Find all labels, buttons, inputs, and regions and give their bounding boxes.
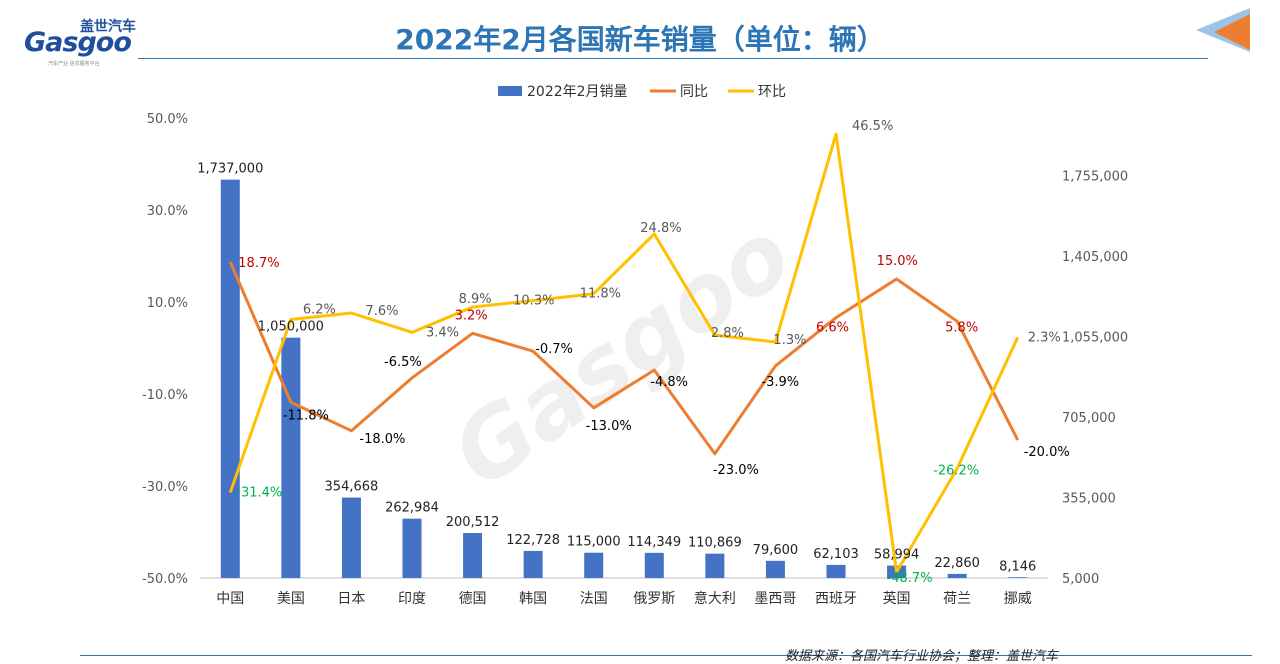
- yoy-value-label: -18.0%: [359, 432, 405, 447]
- legend-swatch-sales: [498, 86, 522, 96]
- mom-value-label: 11.8%: [580, 287, 621, 302]
- right-axis-tick-label: 5,000: [1062, 572, 1099, 587]
- legend-label-sales: 2022年2月销量: [527, 84, 628, 100]
- left-axis-tick-label: 10.0%: [147, 296, 188, 311]
- bar-法国: [584, 552, 604, 578]
- yoy-value-label: -13.0%: [586, 419, 632, 434]
- category-label: 荷兰: [943, 591, 971, 607]
- right-axis-tick-label: 1,055,000: [1062, 331, 1128, 346]
- bar-value-label: 354,668: [325, 480, 379, 495]
- mom-line: [228, 132, 1020, 574]
- category-label: 法国: [580, 591, 608, 607]
- bar-美国: [281, 337, 301, 578]
- category-label: 西班牙: [815, 591, 857, 607]
- bar-value-label: 62,103: [813, 547, 859, 562]
- bar-value-label: 110,869: [688, 536, 742, 551]
- left-axis-tick-label: -30.0%: [142, 480, 188, 495]
- mom-value-label: 24.8%: [640, 221, 681, 236]
- mom-value-label: 8.9%: [459, 292, 492, 307]
- yoy-value-label: -0.7%: [535, 342, 573, 357]
- bar-荷兰: [947, 573, 967, 578]
- mom-value-label: 1.3%: [773, 333, 806, 348]
- bar-value-label: 1,050,000: [258, 320, 324, 335]
- yoy-value-label: 5.8%: [945, 320, 978, 335]
- bar-value-label: 79,600: [753, 543, 799, 558]
- category-label: 中国: [216, 591, 244, 607]
- yoy-value-label: 6.6%: [816, 321, 849, 336]
- yoy-value-label: 3.2%: [455, 308, 488, 323]
- bar-value-label: 8,146: [999, 559, 1036, 574]
- title-divider: [138, 58, 1208, 59]
- bar-value-label: 200,512: [446, 515, 500, 530]
- category-label: 韩国: [519, 591, 547, 607]
- mom-value-label: 6.2%: [303, 302, 336, 317]
- corner-arrow-icon: [1196, 8, 1250, 52]
- yoy-value-label: -23.0%: [713, 463, 759, 478]
- category-label: 墨西哥: [754, 591, 796, 607]
- bar-value-label: 22,860: [934, 556, 980, 571]
- yoy-value-label: -11.8%: [283, 408, 329, 423]
- logo-subtitle: 汽车产业·信息服务平台: [48, 61, 100, 67]
- right-axis-tick-label: 355,000: [1062, 492, 1116, 507]
- footer-divider: [80, 655, 1252, 656]
- category-label: 印度: [398, 591, 426, 607]
- yoy-value-label: -3.9%: [761, 375, 799, 390]
- bar-value-label: 114,349: [627, 535, 681, 550]
- page-title: 2022年2月各国新车销量（单位：辆）: [395, 23, 885, 56]
- data-source-note: 数据来源：各国汽车行业协会；整理：盖世汽车: [784, 649, 1058, 664]
- yoy-line: [228, 261, 1020, 456]
- mom-value-label: 7.6%: [365, 304, 398, 319]
- mom-value-label: -31.4%: [236, 485, 282, 500]
- category-label: 德国: [459, 591, 487, 607]
- category-label: 美国: [277, 591, 305, 607]
- bar-value-label: 262,984: [385, 501, 439, 516]
- yoy-value-label: -4.8%: [650, 375, 688, 390]
- yoy-value-label: 15.0%: [877, 254, 918, 269]
- mom-value-label: 10.3%: [513, 294, 554, 309]
- yoy-value-label: 18.7%: [238, 256, 279, 271]
- right-axis-tick-label: 705,000: [1062, 411, 1116, 426]
- legend-label-yoy: 同比: [680, 84, 708, 100]
- yoy-value-label: -6.5%: [384, 355, 422, 370]
- bar-value-label: 58,994: [874, 548, 920, 563]
- bar-韩国: [523, 550, 543, 578]
- yoy-value-label: -20.0%: [1024, 445, 1070, 460]
- category-label: 英国: [883, 590, 911, 607]
- bar-value-label: 122,728: [506, 533, 560, 548]
- bar-日本: [341, 497, 361, 578]
- left-axis-tick-label: -10.0%: [142, 388, 188, 403]
- right-axis-tick-label: 1,755,000: [1062, 170, 1128, 185]
- mom-value-label: 2.8%: [711, 326, 744, 341]
- left-axis-tick-label: 50.0%: [147, 112, 188, 127]
- category-label: 日本: [337, 591, 365, 607]
- bar-德国: [463, 533, 483, 578]
- right-axis-tick-label: 1,405,000: [1062, 250, 1128, 265]
- logo-chinese-text: 盖世汽车: [80, 19, 136, 35]
- logo-english-text: Gasgoo: [24, 27, 132, 58]
- mom-value-label: 46.5%: [852, 119, 893, 134]
- bar-墨西哥: [765, 560, 785, 578]
- mom-value-label: -26.2%: [933, 464, 979, 479]
- category-label: 俄罗斯: [633, 591, 675, 607]
- bar-俄罗斯: [644, 552, 664, 578]
- category-label: 挪威: [1004, 591, 1032, 607]
- bar-中国: [220, 179, 240, 578]
- bar-印度: [402, 518, 422, 578]
- mom-value-label: 2.3%: [1028, 330, 1061, 345]
- gasgoo-logo: 盖世汽车 Gasgoo 汽车产业·信息服务平台: [18, 12, 136, 67]
- bar-挪威: [1008, 577, 1028, 578]
- left-axis-tick-label: -50.0%: [142, 572, 188, 587]
- mom-value-label: 3.4%: [426, 325, 459, 340]
- bar-value-label: 115,000: [567, 535, 621, 550]
- bar-意大利: [705, 553, 725, 578]
- bar-value-label: 1,737,000: [197, 162, 263, 177]
- left-axis-tick-label: 30.0%: [147, 204, 188, 219]
- category-label: 意大利: [694, 590, 736, 607]
- bar-西班牙: [826, 564, 846, 578]
- legend-label-mom: 环比: [758, 84, 786, 100]
- mom-value-label: -48.7%: [887, 571, 933, 586]
